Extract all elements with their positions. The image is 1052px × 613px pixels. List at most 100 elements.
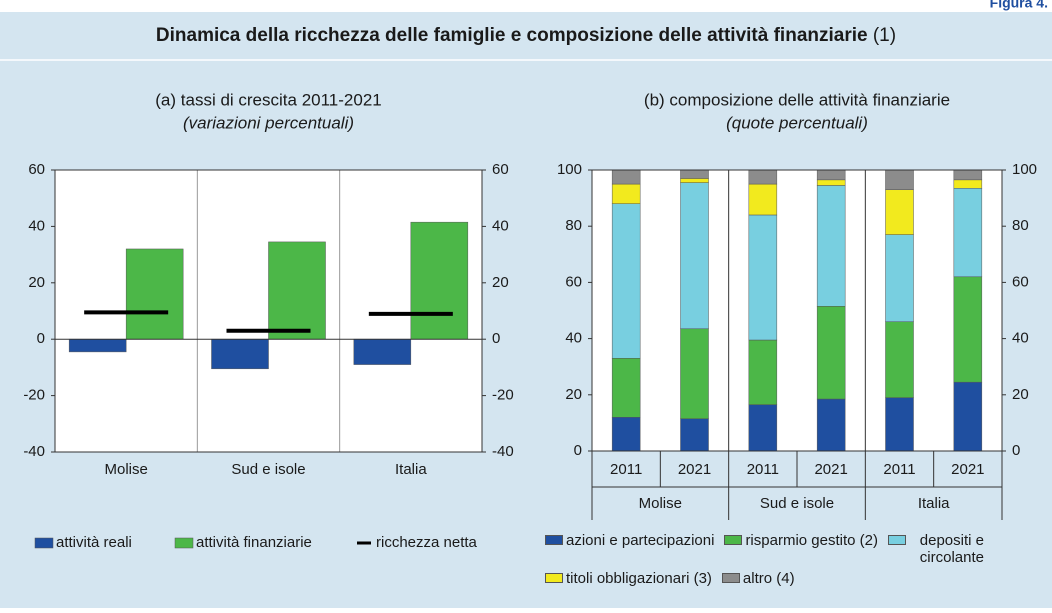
legend-item: titoli obbligazionari (3) [545, 570, 712, 587]
figure-title: Dinamica della ricchezza delle famiglie … [156, 25, 896, 46]
chart-title: (b) composizione delle attività finanzia… [644, 90, 950, 109]
y2-tick-label: 20 [1012, 386, 1029, 403]
y2-tick-label: 100 [1012, 161, 1037, 178]
bar-segment [680, 182, 709, 330]
bar-segment [611, 203, 641, 359]
bar-segment [748, 183, 778, 216]
y-tick-label: 60 [565, 273, 582, 290]
plot-frame [54, 169, 483, 453]
legend-swatch [545, 535, 563, 545]
legend-swatch [724, 535, 743, 545]
bar-segment [885, 321, 914, 398]
chart-subtitle: (variazioni percentuali) [183, 113, 354, 132]
y-tick-label: 20 [565, 386, 582, 403]
y-tick-label: 60 [28, 161, 45, 178]
plot-bg [592, 170, 1002, 451]
legend-b: azioni e partecipazioni risparmio gestito… [545, 532, 1050, 591]
chart-subtitle: (quote percentuali) [726, 113, 868, 132]
bar-segment [885, 169, 914, 190]
y2-tick-label: 20 [492, 274, 509, 291]
legend-swatch [34, 537, 54, 549]
legend-label: depositi e circolante [919, 532, 984, 566]
x-tick-label: 2021 [678, 461, 711, 478]
legend-swatch [721, 573, 740, 583]
y2-tick-label: 60 [1012, 273, 1029, 290]
y-tick-label: 80 [565, 217, 582, 234]
bar-segment [680, 418, 709, 452]
y-tick-label: -40 [23, 443, 45, 460]
legend-label: titoli obbligazionari (3) [566, 570, 712, 587]
chart-title: (a) tassi di crescita 2011-2021 [155, 90, 381, 109]
bar-segment [816, 306, 846, 400]
bar-segment [611, 169, 641, 185]
legend-item: risparmio gestito (2) [724, 532, 878, 566]
bar-segment [680, 169, 709, 179]
legend-label: altro (4) [742, 570, 795, 587]
title-note: (1) [873, 25, 896, 46]
bar-segment [680, 178, 709, 183]
plot-frame [591, 169, 1003, 452]
bar-segment [748, 404, 778, 452]
bar-segment [748, 339, 778, 405]
y-tick-label: 20 [28, 274, 45, 291]
legend-label: azioni e partecipazioni [566, 532, 715, 549]
bar-segment [816, 179, 846, 186]
x-tick-label: 2021 [951, 461, 984, 478]
legend-label: risparmio gestito (2) [745, 532, 878, 549]
bar-segment [885, 397, 914, 452]
x-tick-label: 2021 [814, 461, 847, 478]
y-tick-label: 100 [557, 161, 582, 178]
y-tick-label: -20 [23, 387, 45, 404]
group-label: Molise [639, 495, 682, 512]
bar-segment [885, 234, 914, 322]
bar-segment [953, 381, 983, 452]
bar-segment [611, 358, 641, 418]
y-tick-label: 0 [574, 442, 582, 459]
y-tick-label: 40 [565, 330, 582, 347]
figure-label: Figura 4. [990, 0, 1048, 11]
bar-segment [748, 169, 778, 185]
y2-tick-label: -20 [492, 387, 514, 404]
bar [268, 241, 326, 340]
y2-tick-label: 40 [492, 217, 509, 234]
legend-swatch [545, 573, 563, 583]
x-tick-label: 2011 [883, 461, 915, 478]
bar-segment [611, 417, 641, 452]
x-tick-label: 2011 [747, 461, 779, 478]
bar [353, 338, 412, 365]
bar [410, 221, 469, 340]
y2-tick-label: 0 [492, 330, 500, 347]
bar [211, 338, 269, 370]
bar-segment [680, 328, 709, 419]
bar-segment [953, 188, 983, 278]
legend-swatch [887, 535, 906, 545]
y2-tick-label: 0 [1012, 442, 1020, 459]
bar-segment [816, 185, 846, 307]
y-tick-label: 0 [37, 330, 45, 347]
title-main: Dinamica della ricchezza delle famiglie … [156, 25, 868, 46]
group-label: Italia [918, 495, 950, 512]
bar-segment [953, 179, 983, 189]
group-label: Sud e isole [760, 495, 834, 512]
y-tick-label: 40 [28, 217, 45, 234]
legend-label: attività reali [56, 534, 132, 551]
y2-tick-label: 60 [492, 161, 509, 178]
legend-item: depositi e circolante [887, 532, 984, 566]
legend-item: azioni e partecipazioni [545, 532, 714, 566]
bar-segment [885, 189, 914, 235]
x-tick-label: Molise [104, 461, 147, 478]
x-tick-label: 2011 [610, 461, 642, 478]
x-tick-label: Sud e isole [231, 461, 305, 478]
legend-label: attività finanziarie [196, 534, 312, 551]
x-tick-label: Italia [395, 461, 427, 478]
legend-label: ricchezza netta [376, 534, 478, 551]
bar-segment [953, 276, 983, 383]
bar [68, 338, 127, 353]
y2-tick-label: 80 [1012, 217, 1029, 234]
y2-tick-label: 40 [1012, 330, 1029, 347]
legend-item: altro (4) [721, 570, 795, 587]
bar [125, 248, 184, 340]
legend-swatch [174, 537, 194, 549]
